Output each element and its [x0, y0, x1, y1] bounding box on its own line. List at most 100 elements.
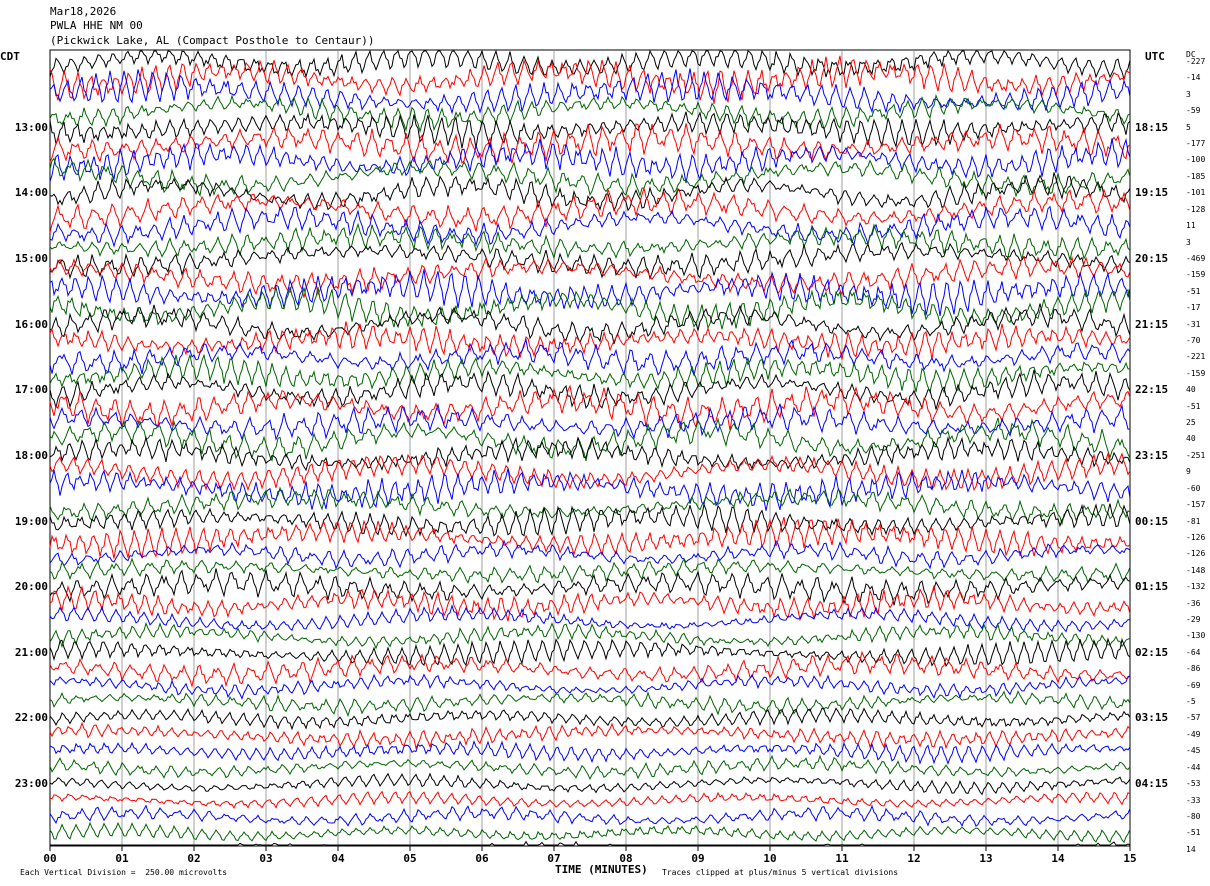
trace-line	[49, 186, 1131, 233]
trace-line	[49, 772, 1131, 796]
left-timezone-label: CDT	[0, 50, 20, 63]
trace-line	[49, 137, 1131, 184]
hour-label-utc: 23:15	[1135, 448, 1169, 462]
trace-line	[49, 222, 1131, 261]
dc-offset-label: 25	[1186, 418, 1196, 428]
dc-offset-label: 40	[1186, 385, 1196, 395]
hour-label-utc: 02:15	[1135, 645, 1169, 659]
trace-line	[49, 804, 1131, 828]
x-tick-label: 00	[43, 852, 56, 865]
dc-offset-label: -33	[1186, 795, 1201, 805]
dc-offset-label: -17	[1186, 303, 1201, 313]
dc-offset-label: -101	[1186, 188, 1206, 198]
dc-offset-label: 11	[1186, 221, 1196, 231]
trace-line	[49, 621, 1131, 650]
x-tick-label: 15	[1123, 852, 1136, 865]
trace-line	[49, 721, 1131, 750]
right-timezone-label: UTC	[1145, 50, 1165, 63]
dc-offset-label: -5	[1186, 697, 1196, 707]
trace-line	[49, 157, 1131, 198]
x-tick-label: 02	[187, 852, 200, 865]
dc-offset-label: -44	[1186, 762, 1201, 772]
dc-offset-label: -128	[1186, 204, 1206, 214]
trace-line	[49, 673, 1130, 700]
dc-offset-label: -251	[1186, 450, 1206, 460]
date-label: Mar18,2026	[50, 5, 117, 18]
trace-line	[49, 338, 1131, 377]
trace-line	[49, 690, 1131, 718]
dc-offset-label: 5	[1186, 122, 1191, 132]
dc-offset-label: -469	[1186, 253, 1206, 263]
dc-offset-label: -130	[1186, 631, 1206, 641]
trace-line	[49, 172, 1131, 212]
trace-line	[49, 754, 1131, 781]
trace-line	[49, 402, 1131, 441]
trace-line	[49, 821, 1131, 844]
dc-offset-label: -81	[1186, 516, 1201, 526]
trace-line	[49, 517, 1131, 560]
x-tick-label: 06	[475, 852, 489, 865]
x-tick-label: 08	[619, 852, 632, 865]
x-tick-label: 09	[691, 852, 704, 865]
dc-offset-label: -51	[1186, 286, 1201, 296]
trace-line	[49, 435, 1131, 472]
hour-label-utc: 19:15	[1135, 186, 1169, 200]
trace-line	[49, 417, 1131, 463]
dc-offset-label: 14	[1186, 844, 1196, 854]
hour-label-local: 19:00	[14, 514, 48, 528]
plot-frame	[49, 49, 1131, 847]
trace-line	[49, 353, 1131, 394]
trace-line	[49, 650, 1131, 689]
trace-line	[49, 384, 1131, 431]
dc-offset-label: -227	[1186, 57, 1206, 66]
hour-label-local: 17:00	[14, 383, 48, 397]
dc-offset-label: -132	[1186, 582, 1206, 592]
dc-offset-label: -49	[1186, 729, 1201, 739]
x-tick-label: 14	[1051, 852, 1065, 865]
x-axis-title: TIME (MINUTES)	[555, 863, 648, 876]
dc-offset-label: -60	[1186, 483, 1201, 493]
trace-line	[49, 468, 1131, 511]
dc-offset-label: -14	[1186, 73, 1201, 83]
hour-label-local: 15:00	[14, 251, 48, 265]
x-tick-label: 05	[403, 852, 416, 865]
dc-offset-label: -185	[1186, 171, 1206, 181]
x-tick-label: 07	[547, 852, 560, 865]
trace-line	[49, 93, 1131, 134]
dc-offset-label: -157	[1186, 500, 1206, 510]
hour-label-local: 16:00	[14, 317, 48, 331]
clip-footnote: Traces clipped at plus/minus 5 vertical …	[662, 868, 899, 877]
trace-line	[49, 111, 1131, 149]
dc-header-label: DC	[1186, 50, 1196, 59]
hour-label-utc: 20:15	[1135, 251, 1169, 265]
hour-label-local: 22:00	[14, 711, 48, 725]
x-tick-label: 10	[763, 852, 776, 865]
dc-offset-label: -159	[1186, 368, 1206, 378]
trace-line	[49, 604, 1131, 633]
trace-line	[49, 557, 1131, 584]
trace-line	[49, 707, 1131, 731]
dc-offset-label: -57	[1186, 713, 1201, 723]
hour-label-utc: 04:15	[1135, 777, 1169, 791]
trace-line	[49, 486, 1131, 526]
dc-offset-label: -126	[1186, 549, 1206, 559]
dc-offset-label: -221	[1186, 352, 1206, 362]
dc-offset-label: -100	[1186, 155, 1206, 165]
dc-offset-label: -177	[1186, 139, 1206, 149]
hour-label-utc: 03:15	[1135, 711, 1169, 725]
trace-line	[49, 584, 1131, 622]
dc-offset-label: -70	[1186, 336, 1201, 345]
hour-label-local: 18:00	[14, 448, 48, 462]
dc-offset-label: -148	[1186, 565, 1206, 575]
x-tick-label: 13	[979, 852, 992, 865]
trace-line	[49, 123, 1131, 164]
x-tick-label: 03	[259, 852, 272, 865]
trace-line	[49, 637, 1131, 668]
dc-offset-label: -86	[1186, 664, 1201, 674]
trace-line	[49, 502, 1131, 538]
trace-line	[49, 451, 1131, 492]
x-tick-label: 01	[115, 852, 129, 865]
hour-label-utc: 22:15	[1135, 383, 1169, 397]
trace-line	[49, 539, 1131, 570]
